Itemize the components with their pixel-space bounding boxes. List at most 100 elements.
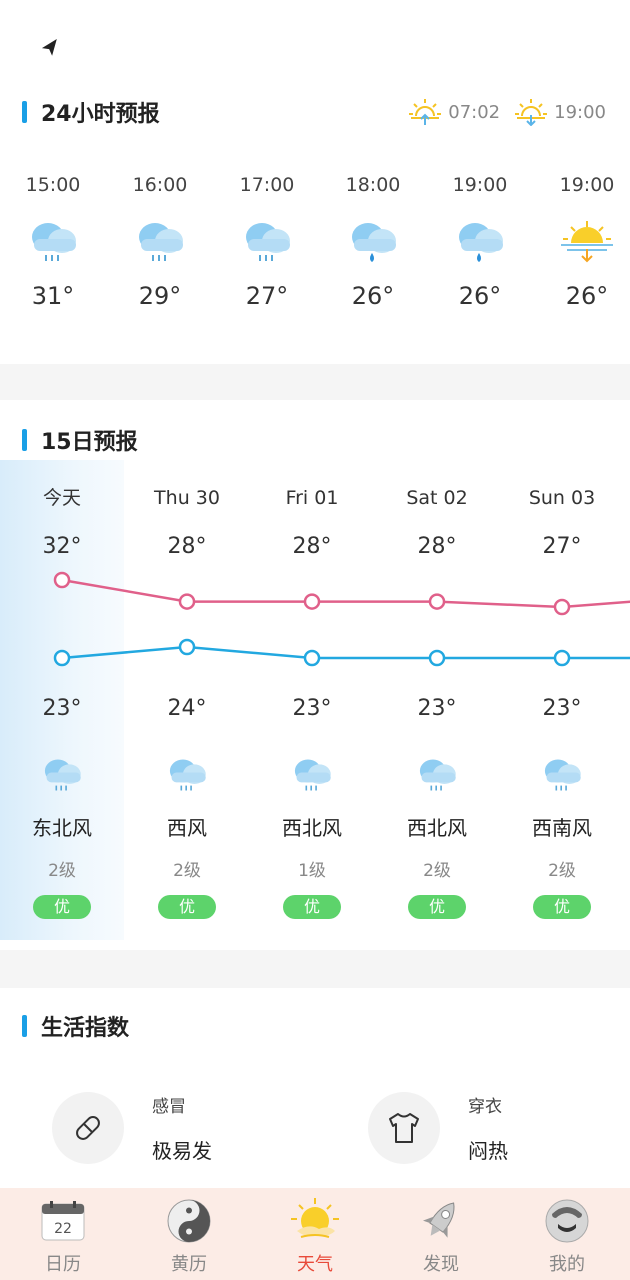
hour-temp: 26°: [565, 282, 609, 310]
day-low-temp: 23°: [542, 696, 582, 721]
bottom-tab-bar: 22 日历 黄历 天气 发现 我的: [0, 1188, 630, 1280]
air-quality-badge: 优: [33, 895, 91, 919]
day-wind-direction: 西南风: [532, 816, 592, 840]
tab-label: 我的: [549, 1254, 585, 1275]
cloud-light-rain-icon: [110, 202, 210, 282]
lo-temp-point: [178, 638, 196, 656]
day-name: Thu 30: [154, 487, 220, 509]
cloud-light-rain-icon: [374, 756, 500, 798]
day-wind-direction: 西风: [167, 816, 207, 840]
top-bar: [0, 0, 630, 90]
cloud-light-rain-icon: [3, 202, 103, 282]
tab-label: 黄历: [171, 1254, 207, 1275]
day-low-temp: 23°: [42, 696, 82, 721]
calendar-day: 22: [54, 1221, 72, 1237]
tshirt-icon: [368, 1092, 440, 1164]
hi-temp-point: [428, 593, 446, 610]
hour-time: 19:00: [559, 174, 615, 196]
hour-time: 15:00: [25, 174, 81, 196]
day-name: 今天: [42, 487, 81, 509]
hourly-forecast: 24小时预报 07:02: [0, 90, 630, 364]
daily-title: 15日预报: [41, 430, 138, 455]
hour-time: 18:00: [345, 174, 401, 196]
life-item-value: 闷热: [468, 1139, 508, 1163]
tab-mine[interactable]: 我的: [504, 1188, 630, 1280]
air-quality-badge: 优: [408, 895, 466, 919]
tab-almanac[interactable]: 黄历: [126, 1188, 252, 1280]
day-high-temp: 27°: [542, 534, 582, 559]
cloud-light-rain-icon: [249, 756, 375, 798]
section-accent-bar: [22, 1015, 27, 1037]
tab-label: 发现: [423, 1254, 459, 1275]
yin-yang-icon: [166, 1196, 212, 1246]
day-high-temp: 28°: [167, 534, 207, 559]
hour-item: 18:00 26°: [323, 174, 423, 310]
day-name: Sun 03: [528, 487, 596, 509]
day-wind-direction: 东北风: [32, 816, 92, 840]
cloud-light-rain-icon: [124, 756, 250, 798]
lo-temp-point: [428, 649, 446, 667]
navigation-arrow-icon[interactable]: [38, 36, 62, 60]
day-name: Fri 01: [285, 487, 339, 509]
life-item-dressing[interactable]: 穿衣 闷热: [368, 1092, 508, 1164]
hour-time: 19:00: [452, 174, 508, 196]
tab-discover[interactable]: 发现: [378, 1188, 504, 1280]
hi-temp-point: [178, 593, 196, 610]
section-divider: [0, 950, 630, 988]
life-index: 生活指数 感冒 极易发 穿衣 闷热: [0, 988, 630, 1188]
hour-time: 17:00: [239, 174, 295, 196]
air-quality-badge: 优: [533, 895, 591, 919]
tab-label: 天气: [297, 1254, 333, 1275]
pill-icon: [52, 1092, 124, 1164]
sunrise-time: 07:02: [448, 101, 501, 123]
section-accent-bar: [22, 101, 27, 123]
sunrise: 07:02: [408, 98, 500, 126]
day-low-temp: 23°: [417, 696, 457, 721]
hour-temp: 27°: [245, 282, 289, 310]
hour-item: 15:00 31°: [3, 174, 103, 310]
today-highlight: [0, 460, 124, 940]
hour-item: 16:00 29°: [110, 174, 210, 310]
cloud-light-rain-icon: [0, 756, 125, 798]
sunset-icon: [537, 202, 630, 282]
hour-item: 19:00 26°: [537, 174, 630, 310]
lo-temp-line: [61, 645, 630, 660]
air-quality-badge: 优: [158, 895, 216, 919]
tab-weather[interactable]: 天气: [252, 1188, 378, 1280]
life-item-label: 穿衣: [468, 1097, 502, 1117]
hourly-title: 24小时预报: [41, 102, 160, 127]
hour-temp: 26°: [351, 282, 395, 310]
life-title: 生活指数: [41, 1016, 130, 1041]
day-high-temp: 28°: [417, 534, 457, 559]
life-item-value: 极易发: [152, 1139, 212, 1163]
section-accent-bar: [22, 429, 27, 451]
sunrise-icon: [409, 99, 442, 125]
hour-item: 19:00 26°: [430, 174, 530, 310]
hi-temp-point: [553, 598, 571, 616]
cloud-rain-drop-icon: [323, 202, 423, 282]
day-wind-level: 2级: [548, 861, 576, 881]
air-quality-badge: 优: [283, 895, 341, 919]
day-low-temp: 23°: [292, 696, 332, 721]
sun-times: 07:02 19:00: [408, 98, 606, 126]
cloud-rain-drop-icon: [430, 202, 530, 282]
day-low-temp: 24°: [167, 696, 207, 721]
hour-time: 16:00: [132, 174, 188, 196]
day-wind-level: 1级: [298, 861, 326, 881]
cloud-light-rain-icon: [217, 202, 317, 282]
hour-item: 17:00 27°: [217, 174, 317, 310]
life-item-cold[interactable]: 感冒 极易发: [52, 1092, 212, 1164]
life-header: 生活指数: [0, 1004, 630, 1048]
rocket-icon: [418, 1196, 464, 1246]
day-high-temp: 32°: [42, 534, 82, 559]
hour-temp: 31°: [31, 282, 75, 310]
day-name: Sat 02: [406, 487, 468, 509]
hour-temp: 29°: [138, 282, 182, 310]
day-wind-level: 2级: [173, 861, 201, 881]
day-wind-direction: 西北风: [282, 816, 342, 840]
hi-temp-point: [303, 593, 321, 610]
tab-calendar[interactable]: 22 日历: [0, 1188, 126, 1280]
hourly-header: 24小时预报: [0, 90, 630, 134]
lo-temp-point: [553, 649, 571, 667]
avatar-icon: [544, 1196, 590, 1246]
